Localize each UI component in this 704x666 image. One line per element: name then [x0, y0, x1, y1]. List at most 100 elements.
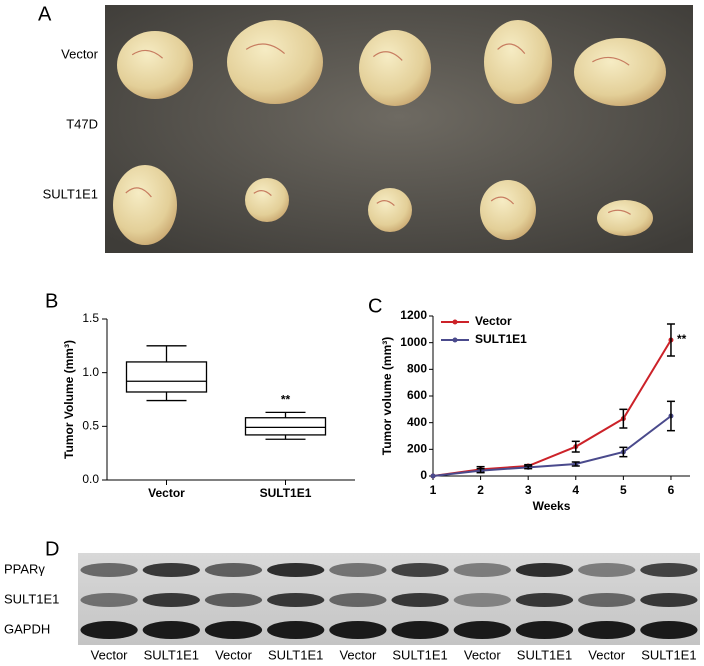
tumor	[480, 180, 536, 240]
legend-label: SULT1E1	[475, 332, 527, 346]
blot-bands	[80, 563, 698, 639]
tumor	[484, 20, 552, 104]
vessel	[376, 200, 395, 207]
lane-label: Vector	[215, 647, 253, 662]
annotation: **	[281, 393, 291, 407]
row-label: PPARγ	[4, 561, 45, 576]
row-label: SULT1E1	[4, 591, 59, 606]
y-tick-label: 600	[407, 388, 427, 402]
vessel	[253, 190, 272, 197]
x-tick-label: 6	[668, 483, 675, 497]
series-line	[432, 415, 672, 477]
lane-label: Vector	[464, 647, 502, 662]
vessel	[490, 196, 515, 205]
legend-marker	[452, 319, 458, 325]
band	[267, 621, 325, 639]
vessel	[607, 209, 631, 215]
annotation: **	[677, 332, 687, 346]
x-tick-label: 1	[430, 483, 437, 497]
error-bar	[619, 408, 628, 429]
band	[640, 563, 698, 577]
band	[142, 563, 200, 577]
series-line	[432, 339, 672, 477]
band	[640, 621, 698, 639]
band	[391, 621, 449, 639]
tumor	[359, 30, 431, 106]
panel-label: C	[368, 295, 382, 317]
vessel	[373, 51, 403, 61]
row-label: Vector	[61, 46, 99, 61]
point	[430, 473, 436, 479]
tumors	[113, 20, 666, 245]
row-label: SULT1E1	[43, 186, 98, 201]
error-bar	[619, 446, 628, 458]
band	[204, 621, 263, 639]
band	[80, 621, 138, 639]
tumor	[245, 178, 289, 222]
x-tick-label: Vector	[148, 486, 185, 500]
tumor	[113, 165, 177, 245]
error-bar	[571, 440, 580, 453]
x-tick-label: SULT1E1	[260, 486, 312, 500]
band	[515, 563, 574, 577]
tumor	[597, 200, 653, 236]
y-tick-label: 0.0	[82, 472, 99, 486]
vessel	[497, 43, 526, 54]
y-tick-label: 0	[420, 468, 427, 482]
x-axis-label: Weeks	[533, 499, 571, 513]
y-tick-label: 0.5	[82, 419, 99, 433]
band	[453, 621, 511, 639]
band	[80, 593, 138, 607]
band	[142, 621, 200, 639]
band	[578, 593, 636, 607]
error-bar	[571, 461, 580, 467]
band	[453, 563, 511, 577]
y-tick-label: 200	[407, 442, 427, 456]
y-axis-label: Tumor Volume (mm³)	[62, 340, 76, 459]
vessel	[592, 56, 630, 66]
panel-label: B	[45, 290, 58, 312]
tumor	[227, 20, 323, 104]
panel-label: A	[38, 3, 52, 25]
band	[391, 563, 449, 577]
tumor	[117, 31, 193, 99]
row-label: GAPDH	[4, 621, 50, 636]
vessel	[125, 187, 152, 198]
band	[204, 563, 263, 577]
error-bar	[476, 467, 485, 474]
band	[329, 593, 387, 607]
x-tick-label: 3	[525, 483, 532, 497]
vessel	[245, 43, 285, 55]
y-tick-label: 1.5	[82, 311, 99, 325]
tumor	[574, 38, 666, 106]
band	[515, 621, 574, 639]
error-bar	[666, 323, 675, 357]
row-label: T47D	[66, 116, 98, 131]
lane-label: SULT1E1	[641, 647, 696, 662]
panel-label: D	[45, 538, 59, 560]
box	[244, 417, 327, 436]
x-tick-label: 4	[572, 483, 579, 497]
y-tick-label: 1.0	[82, 365, 99, 379]
band	[578, 563, 636, 577]
lane-label: Vector	[339, 647, 377, 662]
band	[329, 563, 387, 577]
band	[329, 621, 387, 639]
vessel	[131, 49, 163, 59]
band	[453, 593, 511, 607]
x-tick-label: 2	[477, 483, 484, 497]
error-bar	[524, 465, 533, 470]
lane-label: SULT1E1	[517, 647, 572, 662]
y-tick-label: 1200	[400, 308, 427, 322]
legend-label: Vector	[475, 314, 512, 328]
box	[125, 361, 208, 393]
band	[204, 593, 263, 607]
lane-label: SULT1E1	[268, 647, 323, 662]
tumor	[368, 188, 412, 232]
error-bar	[666, 400, 675, 432]
band	[391, 593, 449, 607]
y-tick-label: 400	[407, 415, 427, 429]
lane-label: SULT1E1	[144, 647, 199, 662]
band	[515, 593, 574, 607]
band	[578, 621, 636, 639]
